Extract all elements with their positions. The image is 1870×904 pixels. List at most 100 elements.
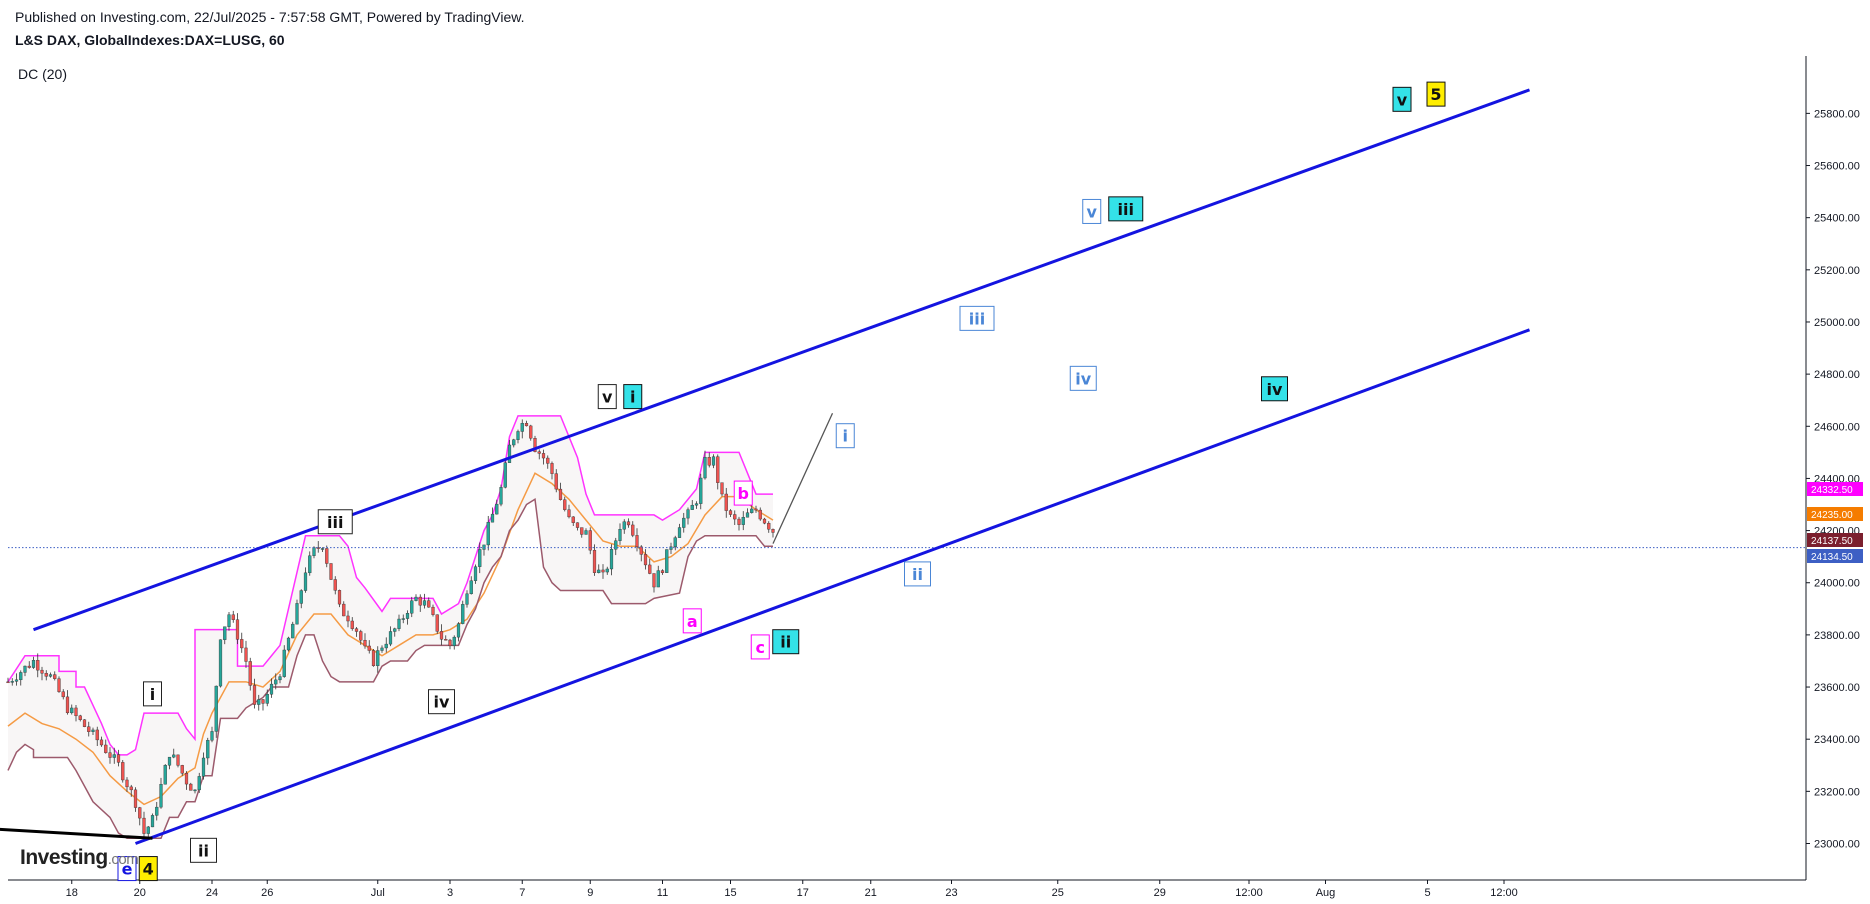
candle-body [703,457,707,479]
candle-body [240,639,244,649]
candle-body [257,699,261,705]
candle-body [363,639,367,647]
price-label-bg [1807,533,1863,547]
candle-body [371,650,376,667]
wave-label-text: 5 [1430,85,1441,104]
candle-body [507,444,512,463]
wave-label[interactable]: v [597,384,617,410]
candle-body [167,756,172,766]
donchian-lower-line [7,498,773,840]
candle-body [116,754,121,763]
y-tick-label: 23800.00 [1814,630,1860,642]
candle-body [78,715,82,720]
wave-label-text: iii [1118,200,1134,219]
wave-label[interactable]: 5 [1426,81,1446,107]
candle-body [274,679,278,685]
wave-label[interactable]: a [682,608,702,634]
wave-label[interactable]: i [835,423,855,449]
wave-label[interactable]: v [1082,198,1102,224]
candle-body [388,631,393,645]
x-tick-label: 9 [587,887,593,899]
candle-body [138,807,142,819]
candle-body [622,521,626,530]
candle-body [512,439,516,446]
wave-label-box [835,423,855,449]
wave-label[interactable]: ii [904,561,931,587]
wedge-line[interactable] [0,827,153,840]
candles [6,419,775,840]
candle-body [720,482,724,495]
channel-upper-line[interactable] [32,88,1531,632]
wave-label[interactable]: iii [1108,196,1144,222]
candle-body [95,729,99,741]
wave-label[interactable]: iii [959,305,995,331]
candle-body [201,757,206,777]
indicator-label[interactable]: DC (20) [18,66,68,82]
candle-body [286,637,291,651]
wave-label[interactable]: i [143,681,162,707]
wave-label[interactable]: b [733,480,753,506]
candle-body [214,685,218,732]
candle-body [656,570,660,588]
candle-body [503,462,507,488]
projection-line[interactable] [772,412,834,544]
wave-label[interactable]: iv [428,689,455,715]
wave-label[interactable]: iii [317,509,353,535]
x-tick-label: 18 [66,887,78,899]
price-label-bg [1807,549,1863,563]
candle-body [580,527,584,535]
candle-body [397,618,401,629]
channel-lower-line[interactable] [134,328,1531,845]
candle-body [605,568,609,573]
x-tick-label: 15 [724,887,736,899]
candle-body [176,754,180,766]
candle-body [490,513,495,523]
candle-body [23,665,27,673]
wave-label-box [733,480,753,506]
candle-body [104,744,108,753]
trend-lines [0,88,1806,845]
y-tick-label: 25600.00 [1814,161,1860,173]
candle-body [10,681,14,683]
y-tick-label: 23600.00 [1814,682,1860,694]
wave-label[interactable]: v [1392,86,1412,112]
wave-label-text: c [756,638,765,657]
wave-label[interactable]: 4 [138,856,158,882]
candle-body [618,529,622,541]
candle-body [716,456,720,483]
candle-body [682,517,686,528]
wave-label-text: a [687,612,698,631]
candle-body [639,546,643,555]
wave-label[interactable]: iv [1069,365,1097,391]
wave-label[interactable]: ii [772,629,800,655]
wave-label-box [428,689,455,715]
x-tick-label: 12:00 [1235,887,1263,899]
candle-body [694,503,699,506]
wave-label[interactable]: c [750,634,770,660]
price-label-text: 24235.00 [1811,510,1853,521]
wave-label[interactable]: i [623,384,643,410]
wave-label-text: v [1397,90,1408,109]
candle-body [546,457,550,464]
candle-body [329,563,333,580]
candle-body [711,456,716,466]
investing-logo: Investing.com [20,846,139,870]
price-label-text: 24134.50 [1811,552,1853,563]
wave-label[interactable]: iv [1261,376,1288,402]
wave-label[interactable]: ii [190,837,217,863]
wave-label-text: iv [434,693,450,712]
wave-label-text: 4 [143,860,154,879]
x-tick-label: 25 [1052,887,1064,899]
candle-body [376,650,380,667]
wave-label[interactable]: e [117,856,137,882]
candle-body [367,645,371,651]
wave-label-box [904,561,931,587]
y-tick-label: 23400.00 [1814,734,1860,746]
wave-label-box [1261,376,1288,402]
candle-body [61,691,65,698]
candle-body [499,487,503,505]
candle-body [146,826,150,834]
price-label-text: 24332.50 [1811,485,1853,496]
candle-body [133,789,138,808]
